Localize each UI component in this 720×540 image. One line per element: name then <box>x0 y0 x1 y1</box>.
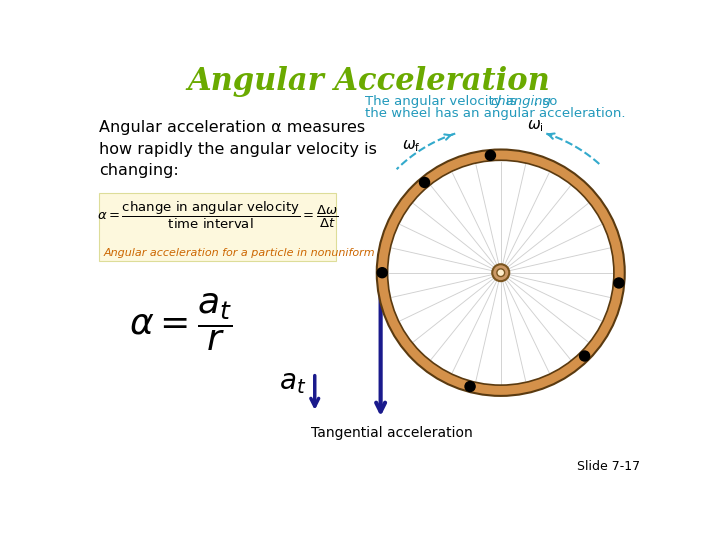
Text: changing: changing <box>490 95 552 108</box>
Circle shape <box>386 159 616 387</box>
Text: Angular acceleration for a particle in nonuniform circular motion: Angular acceleration for a particle in n… <box>104 248 463 259</box>
Text: $t_{\mathrm{f}}$: $t_{\mathrm{f}}$ <box>435 176 446 192</box>
Text: the wheel has an angular acceleration.: the wheel has an angular acceleration. <box>365 107 626 120</box>
Circle shape <box>465 381 475 391</box>
Circle shape <box>580 351 590 361</box>
Text: Slide 7-17: Slide 7-17 <box>577 460 640 473</box>
Circle shape <box>485 150 495 160</box>
Text: Angular Acceleration: Angular Acceleration <box>188 66 550 97</box>
Text: , so: , so <box>534 95 557 108</box>
Text: The angular velocity is: The angular velocity is <box>365 95 521 108</box>
Circle shape <box>614 278 624 288</box>
Text: $\alpha = \dfrac{\mathrm{change\ in\ angular\ velocity}}{\mathrm{time\ interval}: $\alpha = \dfrac{\mathrm{change\ in\ ang… <box>97 199 338 231</box>
Circle shape <box>420 178 430 187</box>
Text: Tangential acceleration: Tangential acceleration <box>311 426 473 440</box>
FancyBboxPatch shape <box>99 193 336 261</box>
Circle shape <box>387 160 614 385</box>
Circle shape <box>492 264 509 281</box>
Text: $\alpha = \dfrac{a_t}{r}$: $\alpha = \dfrac{a_t}{r}$ <box>129 292 232 353</box>
Circle shape <box>377 150 625 396</box>
Text: $a_t$: $a_t$ <box>279 368 307 395</box>
Circle shape <box>377 268 387 278</box>
Text: $\omega_{\mathrm{f}}$: $\omega_{\mathrm{f}}$ <box>402 138 421 153</box>
Text: $t_{\mathrm{i}}$: $t_{\mathrm{i}}$ <box>521 155 530 172</box>
Text: Angular acceleration α measures
how rapidly the angular velocity is
changing:: Angular acceleration α measures how rapi… <box>99 120 377 178</box>
Circle shape <box>497 269 505 276</box>
Text: $\omega_{\mathrm{i}}$: $\omega_{\mathrm{i}}$ <box>527 119 544 134</box>
